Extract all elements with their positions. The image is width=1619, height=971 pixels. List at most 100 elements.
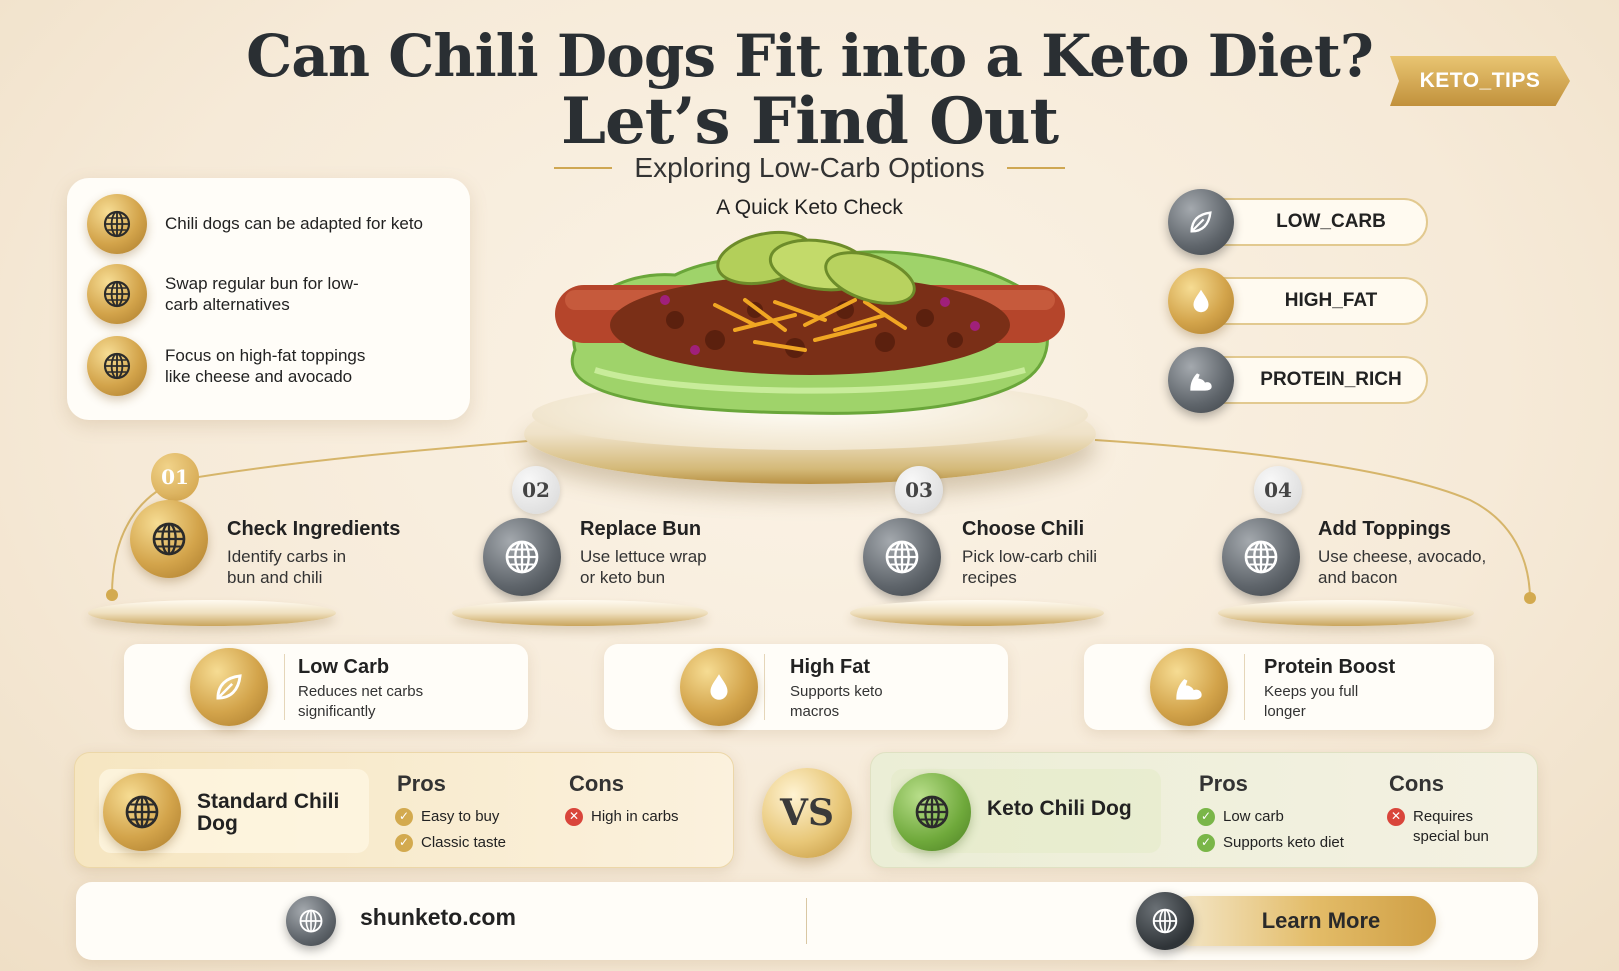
leaf-icon xyxy=(1168,189,1234,255)
vs-badge: VS xyxy=(762,768,852,858)
benefit-card-high-fat: High Fat Supports keto macros xyxy=(604,644,1008,730)
divider-right xyxy=(1006,167,1065,169)
globe-icon xyxy=(103,773,181,851)
benefit-title: High Fat xyxy=(790,656,870,678)
tip-text: Swap regular bun for low-carb alternativ… xyxy=(165,273,359,314)
pros-heading: Pros xyxy=(397,771,446,796)
tag-low-carb: LOW_CARB xyxy=(1168,189,1428,255)
step-title: Choose Chili xyxy=(962,518,1085,540)
step-title: Replace Bun xyxy=(580,518,702,540)
comparison-keto: Keto Chili Dog Pros ✓ Low carb ✓ Support… xyxy=(870,752,1538,868)
muscle-icon xyxy=(1150,648,1228,726)
cons-heading: Cons xyxy=(569,771,624,796)
pro-text: Classic taste xyxy=(421,834,507,851)
chili-dog-image xyxy=(555,230,1065,415)
step-number: 03 xyxy=(895,466,943,514)
step-desc: Use lettuce wrap or keto bun xyxy=(580,547,707,588)
step-number: 01 xyxy=(151,453,199,501)
con-text: High in carbs xyxy=(591,808,679,825)
page-title-line2: Let’s Find Out xyxy=(560,84,1059,159)
divider-left xyxy=(554,167,613,169)
con-text: Requires special bun xyxy=(1413,808,1489,845)
keto-tips-badge: KETO_TIPS xyxy=(1390,56,1570,106)
tag-protein-rich: PROTEIN_RICH xyxy=(1168,347,1428,413)
con-item: ✕ Requires special bun xyxy=(1387,807,1507,846)
comparison-name: Keto Chili Dog xyxy=(987,797,1132,820)
tip-text: Chili dogs can be adapted for keto xyxy=(165,214,424,234)
benefit-title: Low Carb xyxy=(298,656,390,678)
step-pedestal xyxy=(1218,600,1474,626)
tip-text: Focus on high-fat toppings like cheese a… xyxy=(165,345,366,386)
x-icon: ✕ xyxy=(1387,808,1405,826)
step-pedestal xyxy=(452,600,708,626)
globe-icon xyxy=(1222,518,1300,596)
pro-item: ✓ Low carb xyxy=(1197,807,1284,827)
x-icon: ✕ xyxy=(565,808,583,826)
globe-icon xyxy=(87,264,147,324)
footer-bar: shunketo.com Learn More xyxy=(76,882,1538,960)
globe-icon xyxy=(286,896,336,946)
step-desc: Pick low-carb chili recipes xyxy=(962,547,1098,588)
check-icon: ✓ xyxy=(1197,808,1215,826)
step-pedestal xyxy=(850,600,1104,626)
check-icon: ✓ xyxy=(395,834,413,852)
benefit-divider xyxy=(1244,654,1245,720)
tag-high-fat: HIGH_FAT xyxy=(1168,268,1428,334)
drop-icon xyxy=(1168,268,1234,334)
learn-more-label[interactable]: Learn More xyxy=(1166,896,1436,946)
step-desc: Identify carbs in bun and chili xyxy=(227,547,347,588)
tag-label: LOW_CARB xyxy=(1200,198,1428,246)
benefit-desc: Supports keto macros xyxy=(790,683,883,720)
benefit-card-protein-boost: Protein Boost Keeps you full longer xyxy=(1084,644,1494,730)
globe-icon xyxy=(893,773,971,851)
step-pedestal xyxy=(88,600,336,626)
footer-divider xyxy=(806,898,807,944)
globe-icon xyxy=(483,518,561,596)
benefit-desc: Keeps you full longer xyxy=(1264,683,1359,720)
globe-icon xyxy=(863,518,941,596)
check-icon: ✓ xyxy=(395,808,413,826)
step-title: Add Toppings xyxy=(1318,518,1451,540)
tips-card: Chili dogs can be adapted for keto Swap … xyxy=(67,178,470,420)
globe-icon xyxy=(1136,892,1194,950)
benefit-divider xyxy=(284,654,285,720)
tag-label: HIGH_FAT xyxy=(1200,277,1428,325)
pro-text: Supports keto diet xyxy=(1223,834,1344,851)
step-number: 04 xyxy=(1254,466,1302,514)
leaf-icon xyxy=(190,648,268,726)
pro-item: ✓ Easy to buy xyxy=(395,807,499,827)
step-desc: Use cheese, avocado, and bacon xyxy=(1318,547,1487,588)
benefit-title: Protein Boost xyxy=(1264,656,1396,678)
website-link[interactable]: shunketo.com xyxy=(360,904,516,930)
pro-text: Low carb xyxy=(1223,808,1284,825)
tag-label: PROTEIN_RICH xyxy=(1200,356,1428,404)
benefit-card-low-carb: Low Carb Reduces net carbs significantly xyxy=(124,644,528,730)
pros-heading: Pros xyxy=(1199,771,1248,796)
step-number: 02 xyxy=(512,466,560,514)
benefit-desc: Reduces net carbs significantly xyxy=(298,683,424,720)
tip-item: Swap regular bun for low-carb alternativ… xyxy=(87,264,365,324)
subtitle-row: Exploring Low-Carb Options xyxy=(0,152,1619,184)
pro-item: ✓ Supports keto diet xyxy=(1197,833,1344,853)
globe-icon xyxy=(87,336,147,396)
pro-item: ✓ Classic taste xyxy=(395,833,506,853)
globe-icon xyxy=(87,194,147,254)
benefit-divider xyxy=(764,654,765,720)
cons-heading: Cons xyxy=(1389,771,1444,796)
tip-item: Focus on high-fat toppings like cheese a… xyxy=(87,336,395,396)
muscle-icon xyxy=(1168,347,1234,413)
subtitle: Exploring Low-Carb Options xyxy=(634,152,985,183)
page-title: Can Chili Dogs Fit into a Keto Diet? xyxy=(246,22,1374,90)
section-label: A Quick Keto Check xyxy=(716,196,903,219)
step-title: Check Ingredients xyxy=(227,518,401,540)
globe-icon xyxy=(130,500,208,578)
drop-icon xyxy=(680,648,758,726)
comparison-name: Standard Chili Dog xyxy=(197,790,340,836)
check-icon: ✓ xyxy=(1197,834,1215,852)
con-item: ✕ High in carbs xyxy=(565,807,679,827)
pro-text: Easy to buy xyxy=(421,808,500,825)
comparison-standard: Standard Chili Dog Pros ✓ Easy to buy ✓ … xyxy=(74,752,734,868)
tip-item: Chili dogs can be adapted for keto xyxy=(87,194,455,254)
learn-more-button[interactable]: Learn More xyxy=(1136,892,1436,950)
